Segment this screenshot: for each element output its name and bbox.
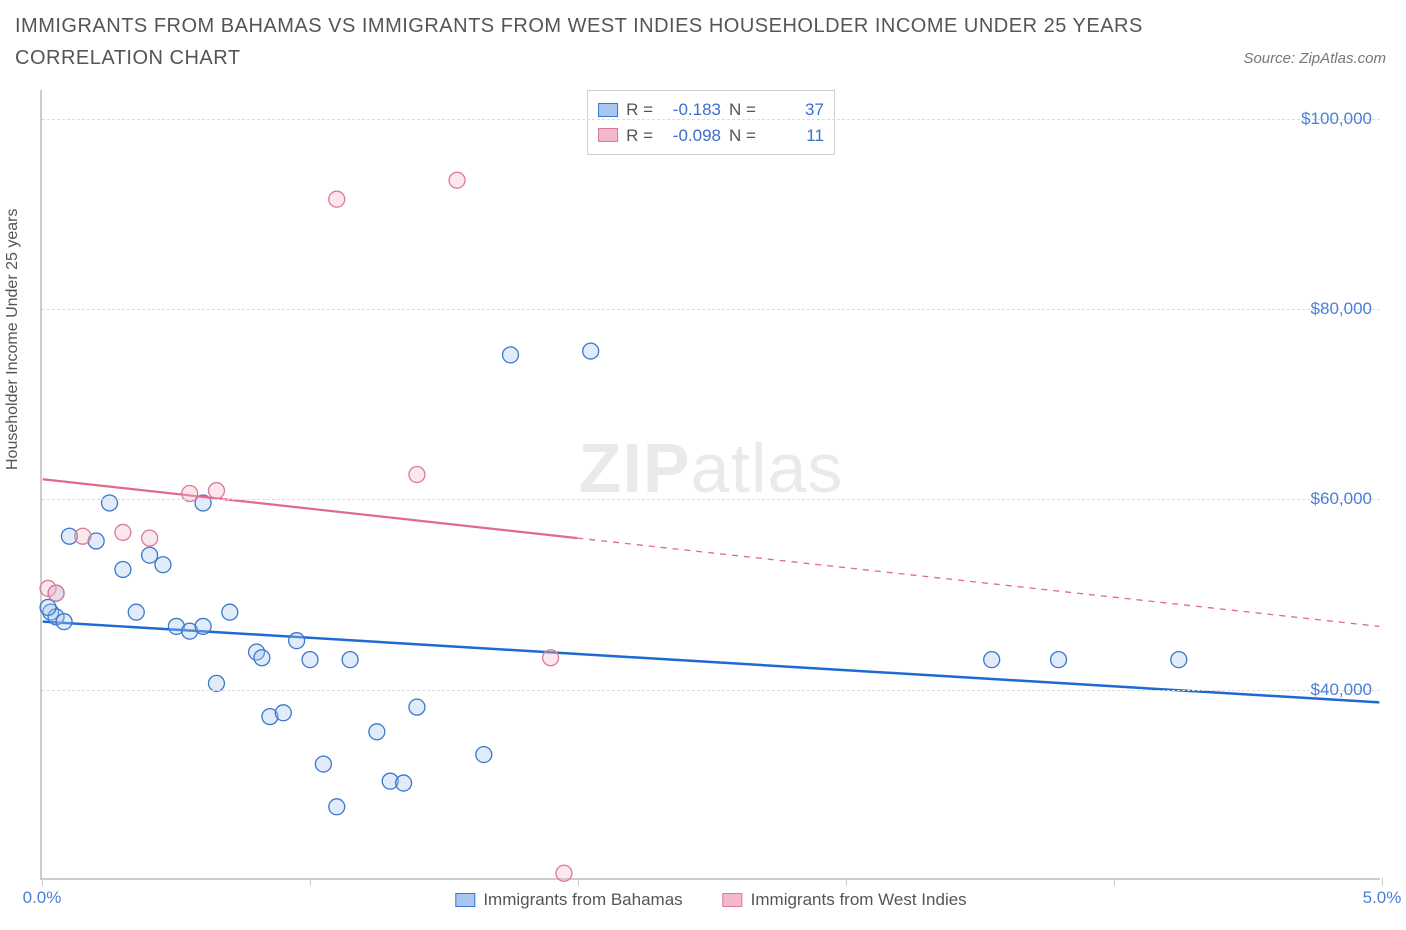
x-tick [846,878,847,886]
x-tick [578,878,579,886]
data-point [984,652,1000,668]
stats-r-value-1: -0.098 [661,123,721,149]
x-tick [1114,878,1115,886]
data-point [409,467,425,483]
x-tick [310,878,311,886]
y-axis-label: Householder Income Under 25 years [4,209,22,470]
data-point [302,652,318,668]
data-point [195,618,211,634]
x-tick [42,878,43,886]
data-point [329,191,345,207]
stats-n-label: N = [729,123,756,149]
y-tick-label: $100,000 [1301,109,1372,129]
y-tick-label: $60,000 [1311,489,1372,509]
data-point [289,633,305,649]
stats-n-value-1: 11 [764,123,824,149]
data-point [329,799,345,815]
data-point [155,557,171,573]
data-point [369,724,385,740]
regression-line-extrapolated [577,538,1379,626]
chart-plot-area: ZIPatlas R = -0.183 N = 37 R = -0.098 N … [40,90,1380,880]
data-point [254,650,270,666]
data-point [48,585,64,601]
chart-title: IMMIGRANTS FROM BAHAMAS VS IMMIGRANTS FR… [15,10,1206,74]
data-point [275,705,291,721]
gridline [42,690,1380,691]
data-point [503,347,519,363]
data-point [315,756,331,772]
legend-label-0: Immigrants from Bahamas [483,890,682,910]
swatch-series-1 [598,128,618,142]
data-point [115,524,131,540]
data-point [543,650,559,666]
plot-svg [42,90,1380,878]
data-point [208,483,224,499]
data-point [409,699,425,715]
data-point [40,599,56,615]
legend-item-0: Immigrants from Bahamas [455,890,682,910]
data-point [75,528,91,544]
data-point [396,775,412,791]
data-point [56,614,72,630]
y-tick-label: $40,000 [1311,680,1372,700]
data-point [556,865,572,881]
x-tick-label: 5.0% [1363,888,1402,908]
legend-swatch-0 [455,893,475,907]
data-point [115,561,131,577]
data-point [1051,652,1067,668]
legend-swatch-1 [723,893,743,907]
data-point [342,652,358,668]
data-point [128,604,144,620]
x-tick [1382,878,1383,886]
legend-item-1: Immigrants from West Indies [723,890,967,910]
correlation-stats-box: R = -0.183 N = 37 R = -0.098 N = 11 [587,90,835,155]
gridline [42,499,1380,500]
legend-bottom: Immigrants from Bahamas Immigrants from … [455,890,966,910]
gridline [42,309,1380,310]
data-point [222,604,238,620]
x-tick-label: 0.0% [23,888,62,908]
data-point [476,747,492,763]
data-point [1171,652,1187,668]
stats-r-label: R = [626,123,653,149]
swatch-series-0 [598,103,618,117]
y-tick-label: $80,000 [1311,299,1372,319]
data-point [142,547,158,563]
data-point [449,172,465,188]
data-point [142,530,158,546]
data-point [583,343,599,359]
legend-label-1: Immigrants from West Indies [751,890,967,910]
gridline [42,119,1380,120]
data-point [102,495,118,511]
stats-row-series-1: R = -0.098 N = 11 [598,123,824,149]
source-attribution: Source: ZipAtlas.com [1243,50,1386,67]
